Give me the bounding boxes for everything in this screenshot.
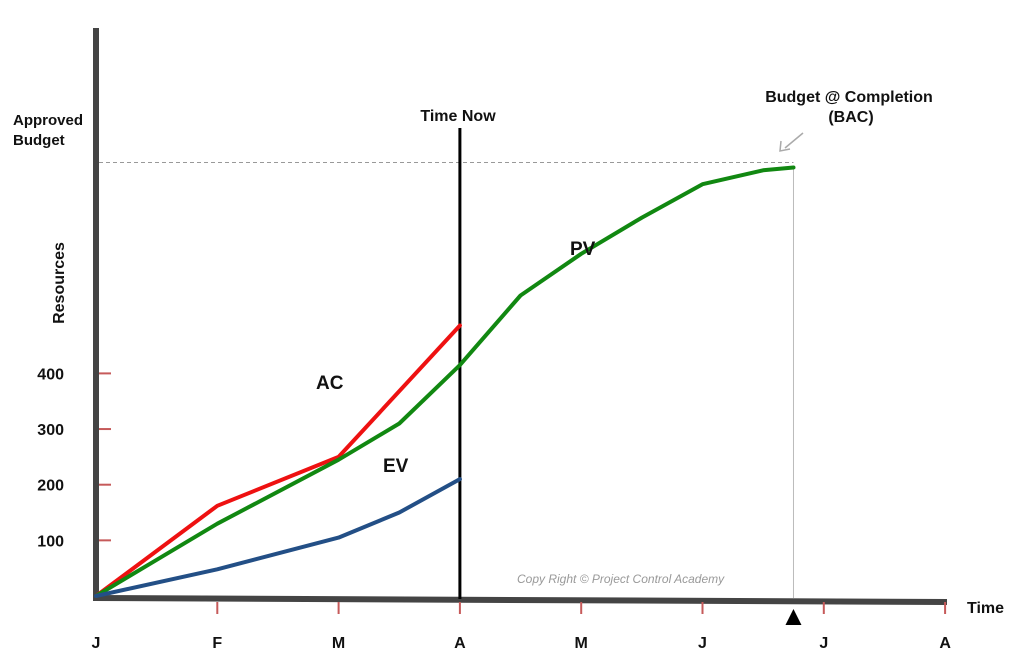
series-label-ac: AC	[316, 373, 344, 394]
x-tick-label: J	[698, 635, 707, 652]
y-tick-label: 100	[37, 533, 64, 550]
approved-budget-label-line2: Budget	[13, 132, 65, 149]
x-axis-label: Time	[967, 600, 1004, 617]
bac-arrow-head	[779, 140, 791, 152]
y-tick-label: 400	[37, 366, 64, 383]
x-tick-label: M	[332, 635, 345, 652]
bac-arrow-shaft	[784, 132, 804, 149]
x-axis	[92, 595, 948, 605]
x-tick-label: A	[939, 635, 951, 652]
bac-marker	[785, 609, 802, 625]
series-line-ac	[94, 323, 462, 598]
series-line-ev	[94, 477, 462, 598]
approved-budget-label-line1: Approved	[13, 112, 83, 129]
series-label-pv: PV	[570, 239, 596, 260]
y-axis-label: Resources	[51, 242, 68, 324]
series-line-pv	[94, 165, 796, 598]
x-tick-label: F	[212, 635, 222, 652]
series-lines	[94, 165, 796, 598]
x-tick-label: J	[92, 635, 101, 652]
y-tick-label: 200	[37, 478, 64, 495]
bac-label-line1: Budget @ Completion	[765, 89, 933, 106]
axis-ticks: J F M A M J J A 100 200 300 400	[37, 366, 951, 652]
bac-label-line2: (BAC)	[828, 109, 873, 126]
series-label-ev: EV	[383, 456, 409, 477]
guide-lines	[99, 128, 804, 625]
x-tick-label: J	[819, 635, 828, 652]
time-now-label: Time Now	[420, 108, 496, 125]
series-labels: AC PV EV	[316, 239, 596, 477]
x-tick-label: M	[575, 635, 588, 652]
watermark: Copy Right © Project Control Academy	[517, 572, 725, 586]
y-tick-label: 300	[37, 422, 64, 439]
x-tick-label: A	[454, 635, 466, 652]
